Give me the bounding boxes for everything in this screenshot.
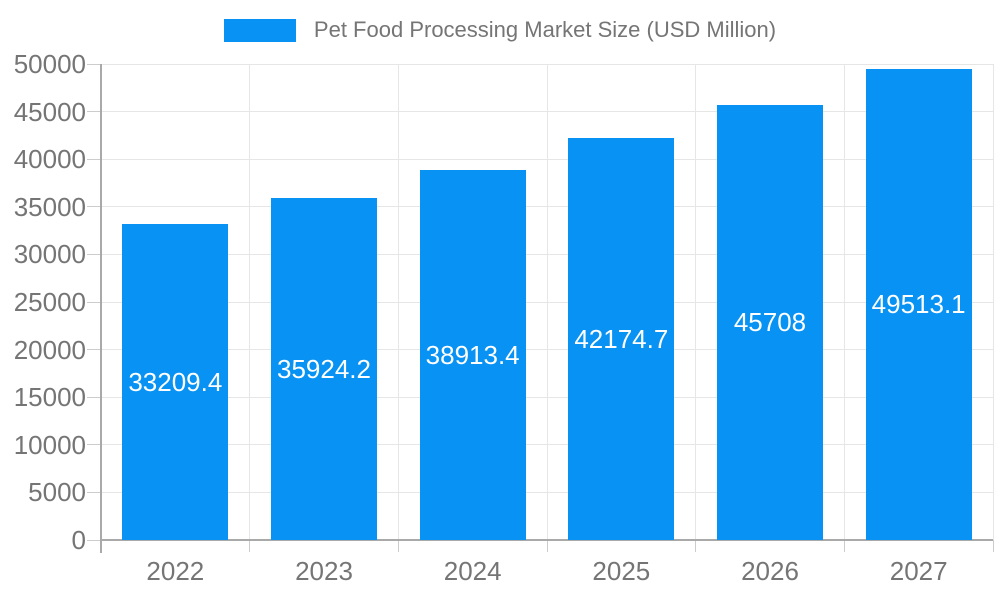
x-tick-mark	[249, 540, 251, 552]
y-tick-mark	[87, 253, 101, 255]
bar-value-label: 38913.4	[425, 339, 520, 370]
v-gridline	[992, 64, 994, 540]
v-gridline	[397, 64, 399, 540]
y-tick-mark	[87, 301, 101, 303]
y-tick-label: 45000	[13, 96, 86, 127]
x-tick-label: 2025	[592, 556, 651, 586]
bar-2026[interactable]	[717, 104, 823, 540]
bar-2025[interactable]	[568, 138, 675, 540]
y-tick-mark	[87, 349, 101, 351]
bar-2022[interactable]	[122, 223, 229, 540]
x-tick-mark	[546, 540, 548, 552]
bar-value-label: 49513.1	[871, 289, 966, 320]
y-tick-mark	[87, 444, 101, 446]
y-tick-label: 35000	[13, 191, 86, 222]
v-gridline	[695, 64, 697, 540]
bar-2027[interactable]	[865, 68, 972, 540]
bar-2024[interactable]	[419, 169, 526, 540]
legend-label: Pet Food Processing Market Size (USD Mil…	[313, 17, 777, 42]
y-tick-label: 0	[71, 525, 86, 555]
x-tick-label: 2026	[741, 556, 799, 586]
y-tick-label: 50000	[13, 49, 86, 79]
y-tick-mark	[87, 539, 101, 541]
x-tick-label: 2023	[295, 556, 353, 586]
x-axis-line	[101, 539, 993, 541]
bar-value-label: 45708	[733, 307, 807, 338]
y-tick-label: 15000	[13, 382, 86, 413]
bar-value-label: 33209.4	[128, 366, 223, 397]
y-tick-mark	[87, 158, 101, 160]
y-tick-mark	[87, 111, 101, 113]
y-tick-mark	[87, 396, 101, 398]
x-tick-mark	[695, 540, 697, 552]
y-tick-mark	[87, 491, 101, 493]
y-tick-label: 30000	[13, 239, 86, 270]
x-tick-label: 2024	[443, 556, 502, 586]
x-tick-label: 2027	[889, 556, 948, 586]
y-tick-label: 5000	[28, 477, 86, 508]
x-tick-label: 2022	[146, 556, 205, 586]
v-gridline	[843, 64, 845, 540]
y-tick-label: 10000	[13, 429, 86, 460]
y-tick-mark	[87, 63, 101, 65]
y-axis-line	[100, 64, 102, 553]
bar-value-label: 35924.2	[277, 354, 371, 384]
v-gridline	[249, 64, 251, 540]
y-tick-mark	[87, 206, 101, 208]
legend-swatch	[223, 18, 296, 42]
v-gridline	[546, 64, 548, 540]
y-tick-label: 25000	[13, 287, 86, 317]
bar-2023[interactable]	[271, 198, 377, 540]
bar-value-label: 42174.7	[574, 324, 669, 355]
y-tick-label: 20000	[13, 334, 86, 365]
x-tick-mark	[843, 540, 845, 552]
x-tick-mark	[992, 540, 994, 552]
legend[interactable]: Pet Food Processing Market Size (USD Mil…	[0, 17, 1000, 43]
x-tick-mark	[397, 540, 399, 552]
y-tick-label: 40000	[13, 144, 86, 175]
